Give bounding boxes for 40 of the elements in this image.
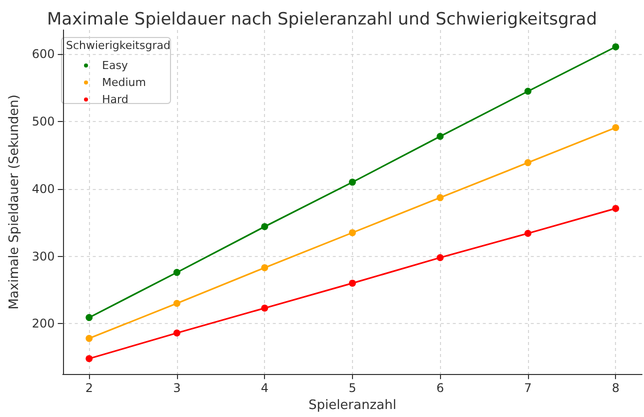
x-tick-label: 2 [85, 381, 93, 396]
point [348, 280, 356, 287]
y-tick-label: 200 [32, 316, 55, 331]
point [524, 230, 532, 237]
point [173, 268, 180, 276]
point [436, 194, 444, 202]
legend-label: Hard [102, 93, 128, 106]
point [436, 132, 444, 140]
x-tick-label: 8 [612, 381, 620, 396]
point [612, 204, 620, 212]
point [261, 264, 268, 272]
y-tick-label: 500 [32, 114, 55, 129]
x-tick-label: 6 [436, 381, 444, 396]
legend-label: Medium [102, 76, 146, 89]
point [524, 88, 532, 95]
x-tick-label: 3 [173, 381, 181, 396]
point [86, 355, 93, 362]
point [261, 304, 268, 312]
x-axis-title: Spieleranzahl [308, 398, 396, 413]
x-tick-label: 7 [524, 381, 532, 396]
chart-title: Maximale Spieldauer nach Spieleranzahl und Schwierigkeitsgrad [46, 10, 598, 30]
point [261, 223, 268, 230]
y-tick-label: 300 [32, 249, 55, 264]
point [348, 229, 356, 236]
point [348, 178, 356, 186]
x-tick-label: 4 [260, 381, 268, 396]
point [436, 254, 444, 262]
legend-title: Schwierigkeitsgrad [66, 39, 170, 52]
y-tick-label: 600 [32, 47, 55, 62]
point [86, 314, 93, 322]
legend-label: Easy [102, 59, 128, 72]
point [612, 124, 620, 132]
y-tick-label: 400 [32, 182, 55, 196]
point [612, 43, 620, 50]
point [173, 330, 180, 337]
x-tick-label: 5 [348, 381, 356, 396]
y-axis-title: Maximale Spieldauer (Sekunden) [7, 94, 22, 310]
point [173, 300, 180, 307]
point [524, 159, 532, 166]
point [86, 334, 93, 342]
